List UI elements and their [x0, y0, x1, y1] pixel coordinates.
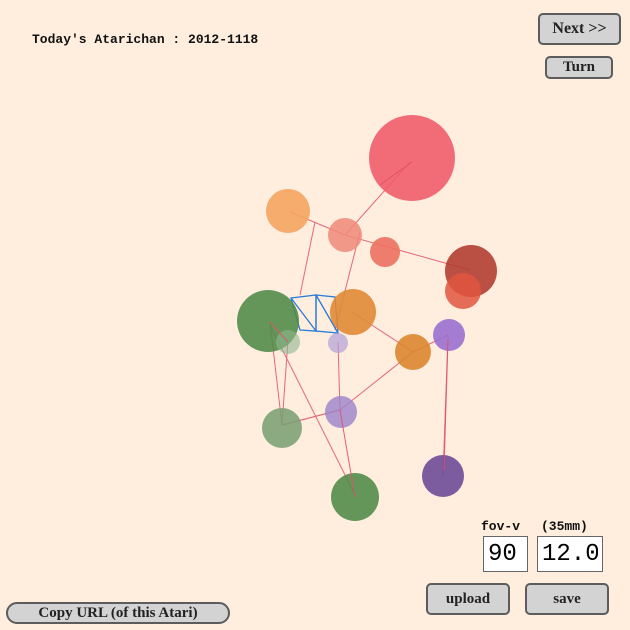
fov-label: fov-v	[481, 519, 521, 534]
sphere-coral	[370, 237, 400, 267]
copy-url-button[interactable]: Copy URL (of this Atari)	[6, 602, 230, 624]
sphere-amber	[330, 289, 376, 335]
sphere-purple	[422, 455, 464, 497]
link-lines-front	[269, 161, 449, 498]
save-button[interactable]: save	[525, 583, 609, 615]
sphere-orange	[266, 189, 310, 233]
fov-input[interactable]	[483, 536, 528, 572]
spheres	[237, 115, 497, 521]
focal-length-label: (35mm)	[541, 519, 588, 534]
sphere-lavender-small	[328, 333, 348, 353]
turn-button[interactable]: Turn	[545, 56, 613, 79]
link-line	[269, 321, 289, 343]
sphere-red-small	[445, 273, 481, 309]
wire-edge	[315, 294, 339, 334]
next-button[interactable]: Next >>	[538, 13, 621, 45]
sphere-violet	[433, 319, 465, 351]
sphere-salmon	[328, 218, 362, 252]
page-title: Today's Atarichan : 2012-1118	[32, 32, 259, 47]
link-line	[379, 161, 413, 186]
sphere-lavender	[325, 396, 357, 428]
sphere-sage	[262, 408, 302, 448]
upload-button[interactable]: upload	[426, 583, 510, 615]
wire-edge	[290, 297, 317, 332]
link-line	[299, 221, 316, 296]
sphere-red-large	[369, 115, 455, 201]
link-line	[339, 409, 356, 498]
link-line	[443, 339, 449, 471]
sphere-amber-small	[395, 334, 431, 370]
focal-length-input[interactable]	[537, 536, 603, 572]
